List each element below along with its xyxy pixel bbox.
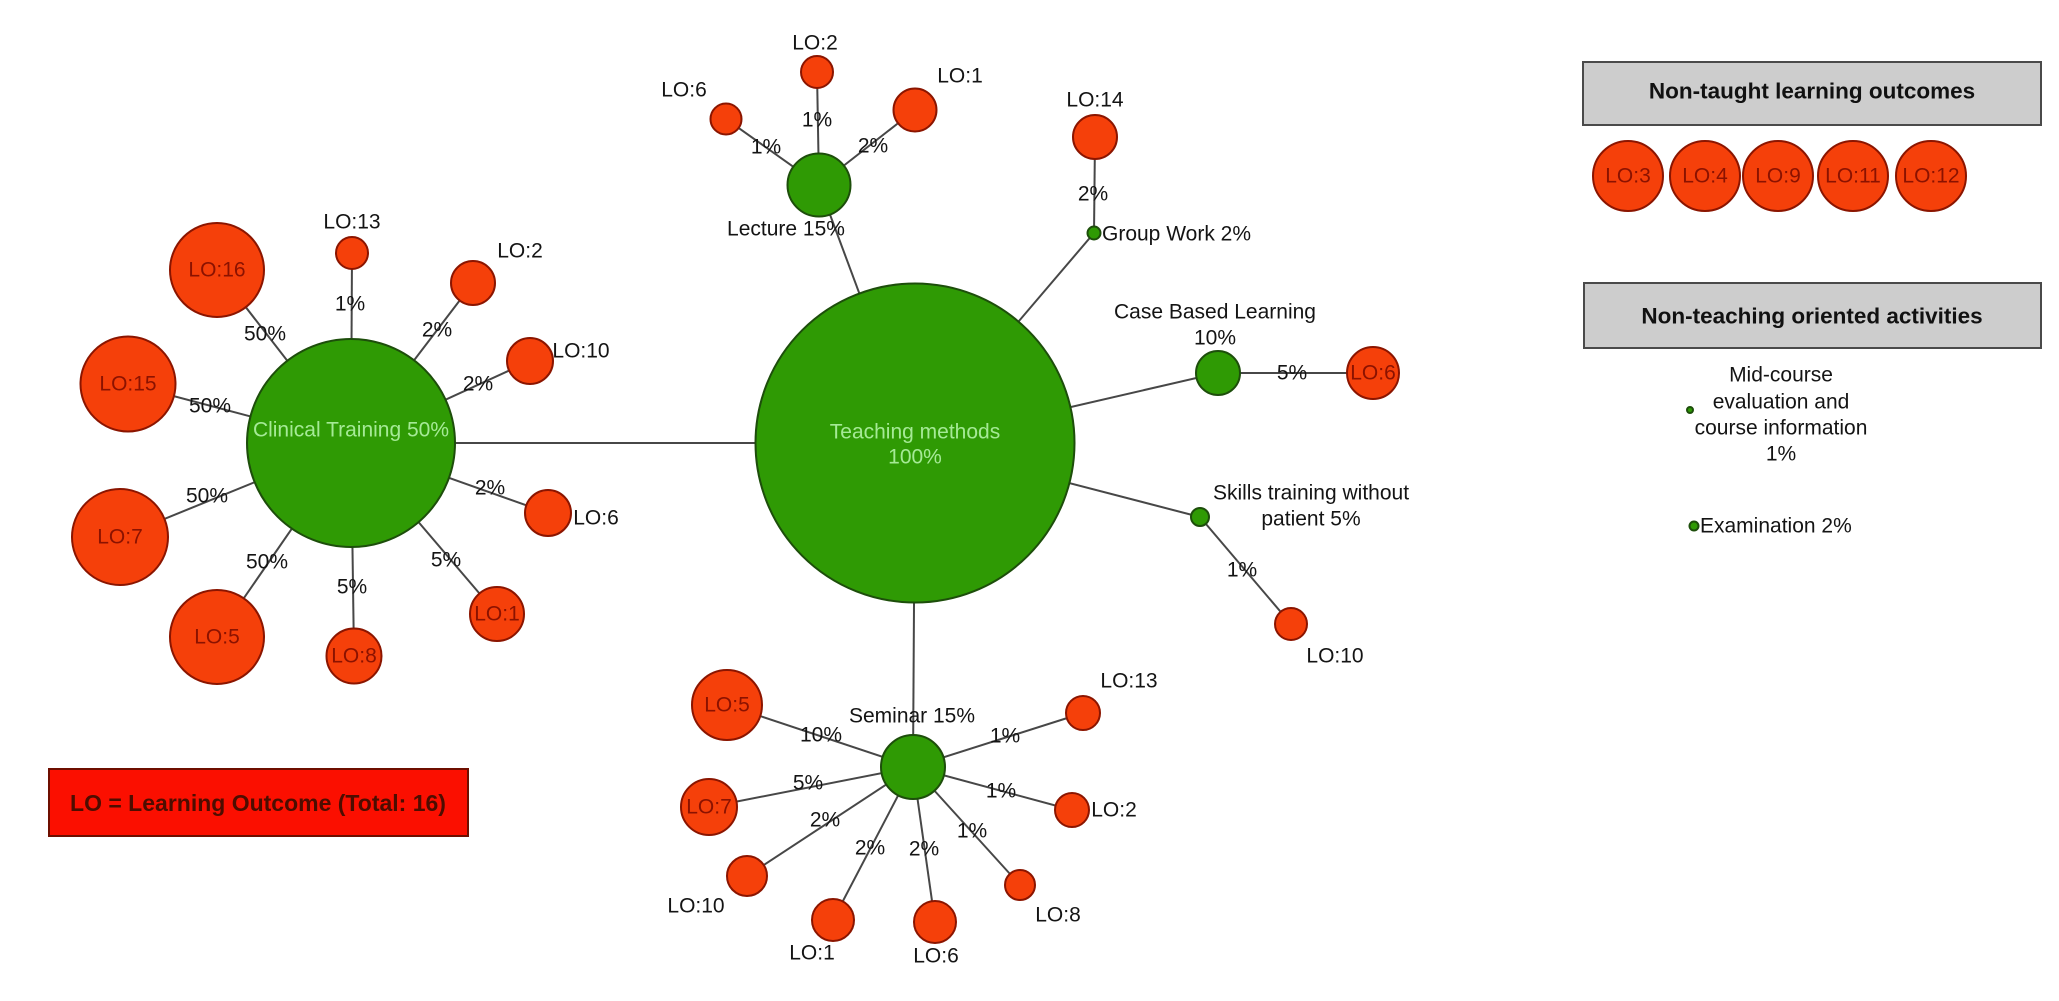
svg-text:Seminar 15%: Seminar 15%: [849, 705, 975, 728]
svg-text:50%: 50%: [186, 485, 228, 508]
svg-text:10%: 10%: [1194, 327, 1236, 350]
svg-text:5%: 5%: [431, 549, 461, 572]
svg-text:LO:4: LO:4: [1682, 165, 1728, 188]
svg-text:1%: 1%: [990, 725, 1020, 748]
svg-text:Lecture 15%: Lecture 15%: [727, 218, 845, 241]
svg-text:LO:10: LO:10: [667, 895, 724, 918]
svg-text:2%: 2%: [1078, 183, 1108, 206]
svg-text:LO:12: LO:12: [1902, 165, 1959, 188]
svg-text:LO:1: LO:1: [474, 603, 520, 626]
svg-text:2%: 2%: [858, 135, 888, 158]
svg-text:1%: 1%: [1766, 443, 1796, 466]
svg-text:1%: 1%: [986, 780, 1016, 803]
svg-text:Mid-course: Mid-course: [1729, 364, 1833, 387]
svg-text:2%: 2%: [463, 373, 493, 396]
svg-text:Non-teaching oriented activiti: Non-teaching oriented activities: [1641, 304, 1982, 329]
svg-text:LO:15: LO:15: [99, 373, 156, 396]
svg-text:LO:5: LO:5: [704, 694, 750, 717]
svg-text:Examination 2%: Examination 2%: [1700, 515, 1852, 538]
svg-text:Clinical Training 50%: Clinical Training 50%: [253, 419, 449, 442]
svg-text:LO:7: LO:7: [97, 526, 143, 549]
svg-text:LO:6: LO:6: [661, 79, 707, 102]
svg-text:1%: 1%: [751, 136, 781, 159]
svg-text:course information: course information: [1695, 417, 1868, 440]
svg-text:50%: 50%: [246, 551, 288, 574]
svg-text:LO:8: LO:8: [1035, 904, 1081, 927]
svg-text:5%: 5%: [793, 772, 823, 795]
svg-text:Case Based Learning: Case Based Learning: [1114, 301, 1316, 324]
svg-text:1%: 1%: [957, 820, 987, 843]
svg-text:LO:16: LO:16: [188, 259, 245, 282]
svg-text:patient 5%: patient 5%: [1261, 508, 1360, 531]
svg-text:2%: 2%: [422, 319, 452, 342]
svg-text:evaluation and: evaluation and: [1713, 391, 1850, 414]
svg-text:LO:2: LO:2: [497, 240, 543, 263]
svg-text:LO:13: LO:13: [1100, 670, 1157, 693]
svg-text:50%: 50%: [244, 323, 286, 346]
svg-text:100%: 100%: [888, 446, 942, 469]
svg-text:LO:14: LO:14: [1066, 89, 1124, 112]
svg-text:LO:11: LO:11: [1825, 165, 1881, 188]
svg-text:10%: 10%: [800, 724, 842, 747]
svg-text:LO:13: LO:13: [323, 211, 380, 234]
svg-text:2%: 2%: [909, 838, 939, 861]
svg-text:5%: 5%: [1277, 362, 1307, 385]
svg-text:LO:6: LO:6: [913, 945, 959, 968]
svg-text:1%: 1%: [1227, 559, 1257, 582]
svg-text:Skills training without: Skills training without: [1213, 482, 1409, 505]
svg-text:50%: 50%: [189, 395, 231, 418]
svg-text:LO:6: LO:6: [1350, 362, 1396, 385]
svg-text:2%: 2%: [810, 809, 840, 832]
svg-text:Teaching methods: Teaching methods: [830, 421, 1000, 444]
svg-text:LO:10: LO:10: [1306, 645, 1363, 668]
svg-text:LO:9: LO:9: [1755, 165, 1801, 188]
svg-text:LO:3: LO:3: [1605, 165, 1651, 188]
svg-text:LO:1: LO:1: [937, 65, 983, 88]
svg-text:LO:10: LO:10: [552, 340, 609, 363]
svg-text:5%: 5%: [337, 576, 367, 599]
svg-text:LO:2: LO:2: [1091, 799, 1137, 822]
svg-text:Non-taught learning outcomes: Non-taught learning outcomes: [1649, 79, 1975, 104]
svg-text:2%: 2%: [475, 477, 505, 500]
svg-text:LO = Learning Outcome (Total:: LO = Learning Outcome (Total: 16): [70, 790, 446, 816]
svg-text:Group Work 2%: Group Work 2%: [1102, 223, 1251, 246]
svg-text:LO:6: LO:6: [573, 507, 619, 530]
svg-text:LO:1: LO:1: [789, 942, 835, 965]
svg-text:LO:2: LO:2: [792, 32, 838, 55]
svg-text:2%: 2%: [855, 837, 885, 860]
svg-text:LO:7: LO:7: [686, 796, 732, 819]
svg-text:1%: 1%: [335, 293, 365, 316]
svg-text:LO:5: LO:5: [194, 626, 240, 649]
svg-text:1%: 1%: [802, 109, 832, 132]
svg-text:LO:8: LO:8: [331, 645, 377, 668]
